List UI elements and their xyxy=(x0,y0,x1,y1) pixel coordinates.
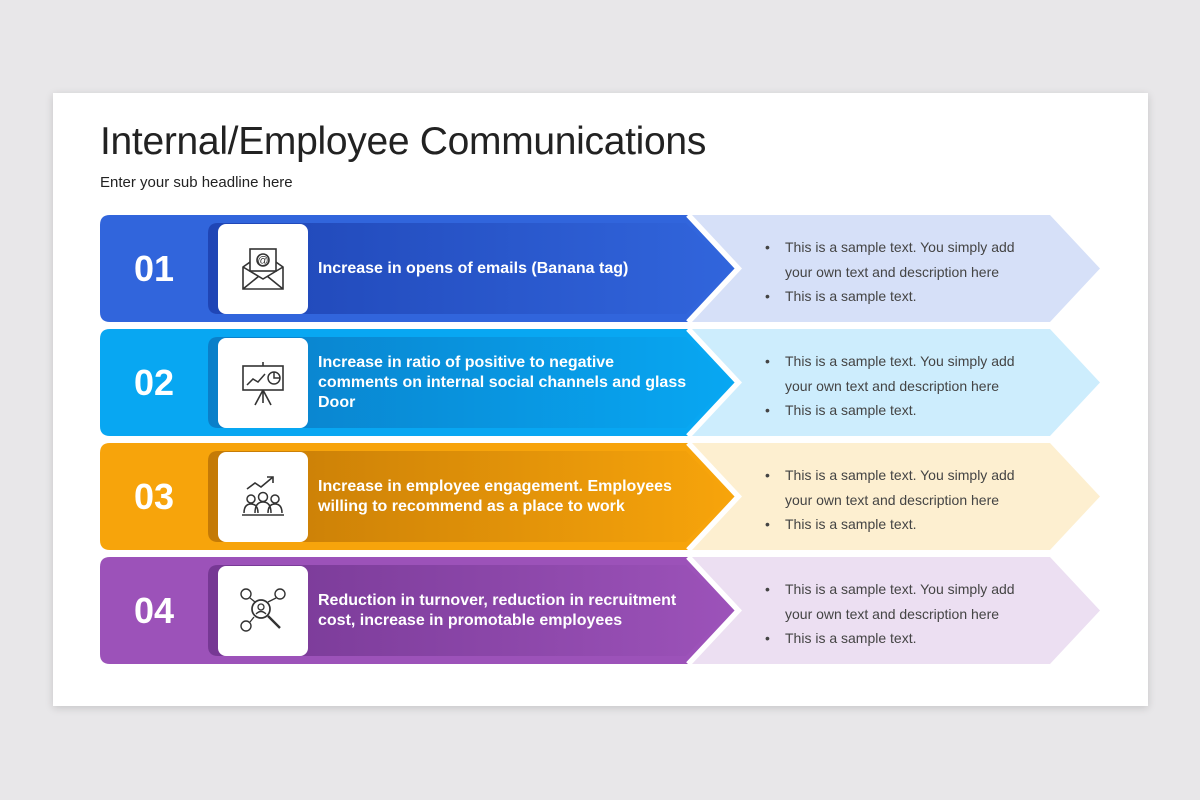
icon-box: @ xyxy=(218,224,308,314)
people-search-icon xyxy=(240,588,286,632)
bullet-item: This is a sample text. You simply add yo… xyxy=(765,577,1045,626)
row-04: 04 Reduction in turnover, reduction in r… xyxy=(100,557,1110,664)
bullet-list: This is a sample text. You simply add yo… xyxy=(765,235,1045,309)
svg-text:@: @ xyxy=(257,255,268,267)
inner-arrow xyxy=(208,337,730,428)
row-02: 02 Increase in ratio of positive to nega… xyxy=(100,329,1110,436)
step-number: 02 xyxy=(133,362,175,403)
icon-box xyxy=(218,452,308,542)
icon-box xyxy=(218,338,308,428)
bullet-item: This is a sample text. You simply add yo… xyxy=(765,463,1045,512)
row-03: 03 Increase in employee engagement. Empl… xyxy=(100,443,1110,550)
bullet-item: This is a sample text. You simply add yo… xyxy=(765,235,1045,284)
presentation-chart-icon xyxy=(242,362,284,406)
bullet-item: This is a sample text. xyxy=(765,284,1045,309)
page-title: Internal/Employee Communications xyxy=(100,120,707,163)
bullet-item: This is a sample text. xyxy=(765,626,1045,651)
step-headline: Increase in ratio of positive to negativ… xyxy=(318,353,687,411)
step-number: 04 xyxy=(133,590,175,631)
page-subtitle: Enter your sub headline here xyxy=(100,174,293,191)
email-icon: @ xyxy=(242,248,284,290)
bullet-list: This is a sample text. You simply add yo… xyxy=(765,577,1045,651)
icon-box xyxy=(218,566,308,656)
row-01: 01 @ Increase in opens of emails (Banana… xyxy=(100,215,1110,322)
inner-arrow xyxy=(208,565,730,656)
step-number: 03 xyxy=(133,476,175,517)
step-headline: Increase in employee engagement. Employe… xyxy=(318,477,672,515)
bullet-item: This is a sample text. xyxy=(765,512,1045,537)
step-headline: Reduction in turnover, reduction in recr… xyxy=(318,591,677,629)
bullet-list: This is a sample text. You simply add yo… xyxy=(765,349,1045,423)
step-number: 01 xyxy=(133,248,175,289)
bullet-item: This is a sample text. You simply add yo… xyxy=(765,349,1045,398)
inner-arrow xyxy=(208,451,730,542)
inner-arrow xyxy=(208,223,730,314)
bullet-list: This is a sample text. You simply add yo… xyxy=(765,463,1045,537)
team-growth-icon xyxy=(242,476,284,516)
bullet-item: This is a sample text. xyxy=(765,398,1045,423)
step-headline: Increase in opens of emails (Banana tag) xyxy=(318,259,629,277)
